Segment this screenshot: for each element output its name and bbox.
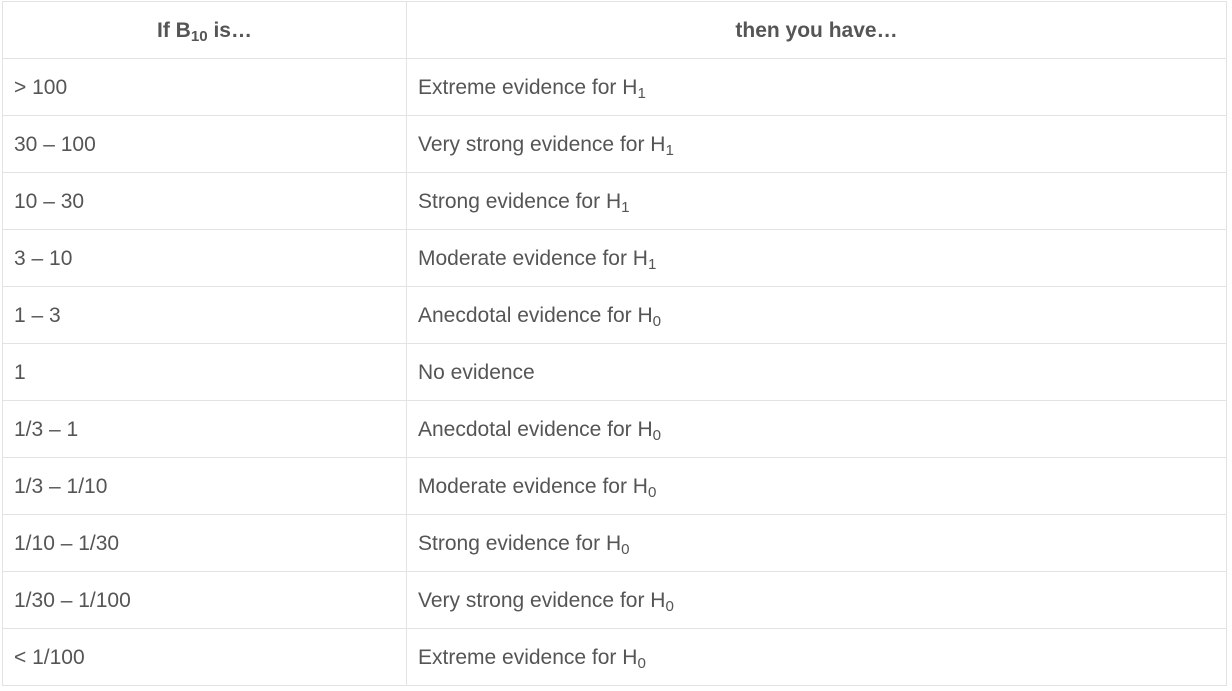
- evidence-cell: Strong evidence for H0: [406, 514, 1227, 572]
- table-row: > 100 Extreme evidence for H1: [2, 58, 1227, 116]
- bf-range-cell: 1/3 – 1: [2, 400, 407, 458]
- table-row: < 1/100 Extreme evidence for H0: [2, 628, 1227, 686]
- evidence-cell: Anecdotal evidence for H0: [406, 286, 1227, 344]
- evidence-cell: Extreme evidence for H0: [406, 628, 1227, 686]
- table-row: 30 – 100 Very strong evidence for H1: [2, 115, 1227, 173]
- header-bf-range: If B10 is…: [2, 1, 407, 59]
- table-row: 1 – 3 Anecdotal evidence for H0: [2, 286, 1227, 344]
- bf-range-cell: 1: [2, 343, 407, 401]
- bf-range-cell: 3 – 10: [2, 229, 407, 287]
- evidence-cell: Very strong evidence for H1: [406, 115, 1227, 173]
- table-row: 1/30 – 1/100 Very strong evidence for H0: [2, 571, 1227, 629]
- table-row: 1/3 – 1 Anecdotal evidence for H0: [2, 400, 1227, 458]
- bf-range-cell: 30 – 100: [2, 115, 407, 173]
- bf-range-cell: 1/30 – 1/100: [2, 571, 407, 629]
- bf-range-cell: > 100: [2, 58, 407, 116]
- evidence-cell: Strong evidence for H1: [406, 172, 1227, 230]
- bf-range-cell: 1 – 3: [2, 286, 407, 344]
- bf-range-cell: 1/10 – 1/30: [2, 514, 407, 572]
- evidence-cell: No evidence: [406, 343, 1227, 401]
- header-interpretation: then you have…: [406, 1, 1227, 59]
- bf-range-cell: < 1/100: [2, 628, 407, 686]
- evidence-cell: Extreme evidence for H1: [406, 58, 1227, 116]
- evidence-cell: Very strong evidence for H0: [406, 571, 1227, 629]
- table-row: 1/3 – 1/10 Moderate evidence for H0: [2, 457, 1227, 515]
- table-row: 3 – 10 Moderate evidence for H1: [2, 229, 1227, 287]
- evidence-cell: Moderate evidence for H1: [406, 229, 1227, 287]
- bf-range-cell: 10 – 30: [2, 172, 407, 230]
- bf-range-cell: 1/3 – 1/10: [2, 457, 407, 515]
- table-row: 1/10 – 1/30 Strong evidence for H0: [2, 514, 1227, 572]
- table-row: 1 No evidence: [2, 343, 1227, 401]
- evidence-cell: Anecdotal evidence for H0: [406, 400, 1227, 458]
- table-row: 10 – 30 Strong evidence for H1: [2, 172, 1227, 230]
- header-row: If B10 is… then you have…: [2, 1, 1227, 59]
- evidence-cell: Moderate evidence for H0: [406, 457, 1227, 515]
